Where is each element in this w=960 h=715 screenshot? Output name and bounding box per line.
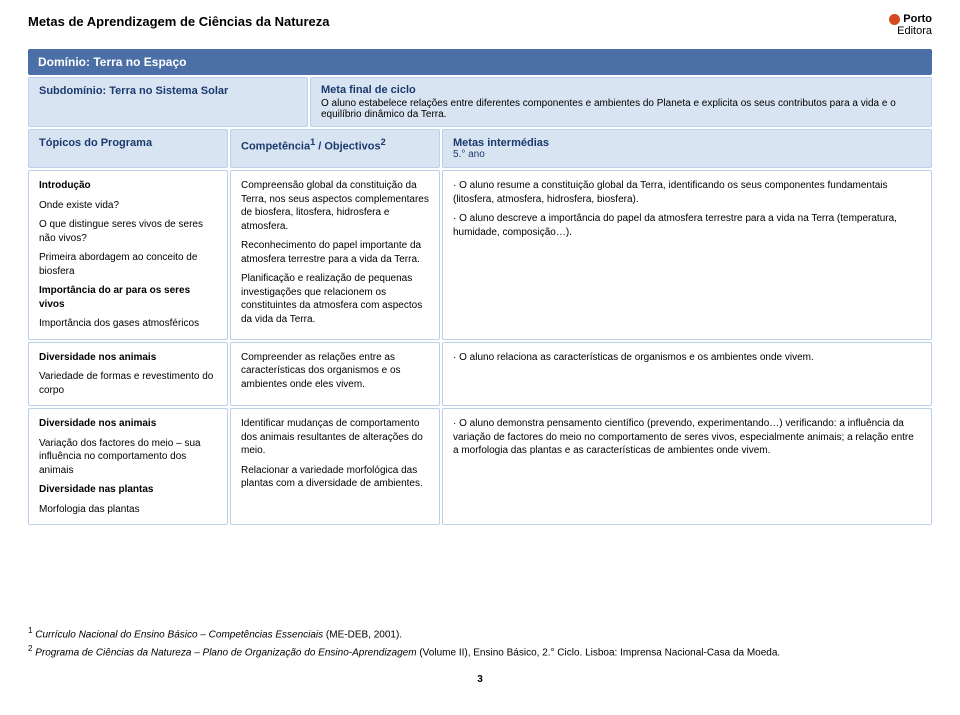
cell-text: Introdução [39, 179, 217, 193]
brand-logo: Porto Editora [889, 14, 932, 37]
header-topicos: Tópicos do Programa [28, 129, 228, 168]
table-cell: Compreensão global da constituição da Te… [230, 170, 440, 340]
cell-text: Planificação e realização de pequenas in… [241, 272, 429, 326]
footnote-2-rest: (Volume II), Ensino Básico, 2.° Ciclo. L… [417, 647, 781, 658]
header-competencia: Competência1 / Objectivos2 [230, 129, 440, 168]
meta-final-text: O aluno estabelece relações entre difere… [321, 98, 921, 120]
domain-banner: Domínio: Terra no Espaço [28, 49, 932, 75]
header-comp-mid: / Objectivos [315, 141, 380, 153]
header-comp-prefix: Competência [241, 141, 310, 153]
cell-text: Diversidade nos animais [39, 351, 217, 365]
logo-mark-icon [889, 14, 900, 25]
footnote-2-italic: Programa de Ciências da Natureza – Plano… [32, 647, 416, 658]
cell-text: Onde existe vida? [39, 199, 217, 213]
cell-text: Reconhecimento do papel importante da at… [241, 239, 429, 266]
cell-text: O aluno demonstra pensamento científico … [453, 417, 921, 458]
header-metas-line1: Metas intermédias [453, 137, 921, 149]
table-cell: Introdução Onde existe vida? O que disting… [28, 170, 228, 340]
cell-text: Importância do ar para os seres vivos [39, 284, 217, 311]
table-row: Introdução Onde existe vida? O que disting… [28, 170, 932, 340]
cell-text: Importância dos gases atmosféricos [39, 317, 217, 331]
cell-text: Variedade de formas e revestimento do co… [39, 370, 217, 397]
cell-text: O que distingue seres vivos de seres não… [39, 218, 217, 245]
cell-text: Identificar mudanças de comportamento do… [241, 417, 429, 458]
cell-text: Relacionar a variedade morfológica das p… [241, 464, 429, 491]
cell-text: Variação dos factores do meio – sua infl… [39, 437, 217, 478]
table-cell: O aluno demonstra pensamento científico … [442, 408, 932, 525]
page-number: 3 [28, 674, 932, 685]
table-cell: Identificar mudanças de comportamento do… [230, 408, 440, 525]
brand-bottom: Editora [889, 26, 932, 38]
cell-text: O aluno descreve a importância do papel … [453, 212, 921, 239]
cell-text: O aluno relaciona as características de … [453, 351, 921, 365]
table-row: Diversidade nos animais Variação dos fact… [28, 408, 932, 525]
cell-text: Compreender as relações entre as caracte… [241, 351, 429, 392]
footnote-1-rest: (ME-DEB, 2001). [323, 630, 402, 641]
table-cell: Diversidade nos animais Variação dos fact… [28, 408, 228, 525]
meta-final-title: Meta final de ciclo [321, 84, 921, 96]
doc-title: Metas de Aprendizagem de Ciências da Nat… [28, 14, 330, 29]
table-cell: O aluno relaciona as características de … [442, 342, 932, 407]
meta-final-box: Meta final de ciclo O aluno estabelece r… [310, 77, 932, 127]
header-metas: Metas intermédias 5.° ano [442, 129, 932, 168]
cell-text: O aluno resume a constituição global da … [453, 179, 921, 206]
cell-text: Diversidade nos animais [39, 417, 217, 431]
table-row: Diversidade nos animais Variedade de form… [28, 342, 932, 407]
table-cell: Diversidade nos animais Variedade de form… [28, 342, 228, 407]
table-cell: Compreender as relações entre as caracte… [230, 342, 440, 407]
header-sup2: 2 [381, 137, 386, 147]
subdomain-label: Subdomínio: Terra no Sistema Solar [28, 77, 308, 127]
header-metas-line2: 5.° ano [453, 149, 921, 160]
table-cell: O aluno resume a constituição global da … [442, 170, 932, 340]
footnote-1-italic: Currículo Nacional do Ensino Básico – Co… [32, 630, 323, 641]
cell-text: Primeira abordagem ao conceito de biosfe… [39, 251, 217, 278]
cell-text: Morfologia das plantas [39, 503, 217, 517]
cell-text: Diversidade nas plantas [39, 483, 217, 497]
footnotes: 1 Currículo Nacional do Ensino Básico – … [28, 625, 932, 660]
brand-top: Porto [903, 13, 932, 25]
cell-text: Compreensão global da constituição da Te… [241, 179, 429, 233]
